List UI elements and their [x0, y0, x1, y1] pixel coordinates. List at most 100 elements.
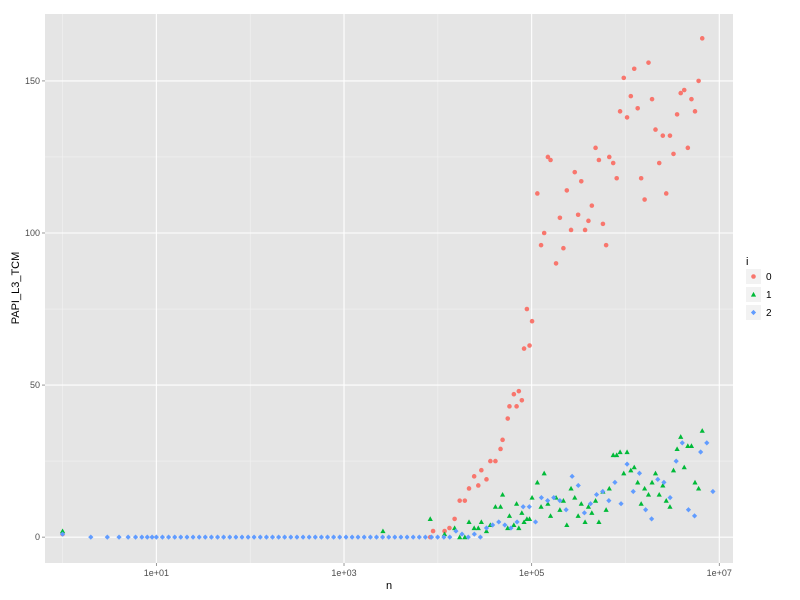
data-point: [636, 470, 643, 476]
data-point: [534, 479, 540, 485]
data-point: [499, 491, 506, 497]
legend-label: 2: [766, 308, 772, 319]
data-point: [612, 479, 618, 485]
data-point: [59, 531, 66, 537]
data-point: [184, 534, 190, 540]
data-point: [630, 488, 636, 495]
data-point: [282, 534, 288, 540]
data-point: [617, 109, 623, 114]
data-point: [656, 160, 662, 166]
data-point: [367, 534, 373, 540]
data-point: [312, 534, 318, 540]
data-point: [674, 446, 680, 452]
data-point: [585, 504, 592, 509]
data-point: [638, 175, 644, 181]
data-point: [483, 525, 490, 531]
data-point: [524, 306, 530, 312]
data-point: [507, 404, 512, 409]
data-point: [578, 178, 584, 184]
data-point: [149, 534, 155, 540]
data-point: [506, 513, 513, 518]
x-tick-label: 1e+05: [519, 568, 544, 578]
data-point: [532, 519, 539, 525]
legend-items: 0 1 2: [746, 269, 772, 320]
data-point: [673, 458, 679, 464]
data-points: [59, 36, 716, 540]
data-point: [678, 434, 684, 439]
data-point: [564, 522, 570, 528]
data-point: [596, 157, 602, 163]
data-point: [457, 534, 463, 540]
data-point: [689, 96, 694, 102]
data-point: [581, 510, 588, 516]
data-point: [361, 534, 367, 540]
data-point: [513, 501, 520, 506]
data-point: [692, 109, 698, 114]
data-point: [603, 242, 609, 248]
data-point: [564, 188, 570, 193]
legend: i 0 1 2: [746, 256, 772, 320]
data-point: [600, 488, 606, 495]
data-point: [610, 160, 616, 166]
data-point: [349, 534, 355, 540]
x-tick-label: 1e+01: [144, 568, 169, 578]
data-point: [649, 479, 655, 485]
data-point: [392, 534, 398, 540]
data-point: [514, 519, 520, 525]
data-point: [492, 504, 499, 509]
data-point: [427, 516, 433, 521]
data-point: [306, 534, 312, 540]
data-point: [251, 534, 257, 540]
data-point: [671, 151, 676, 157]
data-point: [551, 495, 557, 501]
data-point: [416, 534, 422, 540]
data-point: [688, 443, 695, 448]
data-point: [572, 169, 578, 175]
data-point: [153, 534, 159, 540]
data-point: [660, 133, 666, 138]
data-point: [667, 504, 673, 509]
data-point: [59, 528, 66, 534]
data-point: [288, 534, 294, 540]
data-point: [596, 519, 602, 525]
data-point: [318, 534, 324, 540]
data-point: [233, 534, 239, 540]
legend-title: i: [746, 256, 748, 268]
data-point: [628, 467, 634, 473]
data-point: [568, 227, 574, 233]
data-point: [380, 534, 386, 540]
data-point: [337, 534, 343, 540]
data-point: [560, 498, 567, 503]
data-point: [497, 504, 504, 509]
data-point: [667, 133, 673, 138]
data-point: [553, 261, 559, 266]
data-point: [453, 528, 459, 534]
data-point: [704, 440, 710, 446]
data-point: [505, 416, 511, 421]
data-point: [380, 528, 386, 534]
data-point: [447, 534, 453, 540]
data-point: [541, 470, 547, 476]
data-point: [527, 343, 532, 348]
legend-label: 0: [766, 272, 772, 283]
data-point: [685, 443, 691, 448]
x-tick-label: 1e+03: [331, 568, 356, 578]
data-point: [589, 203, 595, 208]
data-point: [484, 477, 489, 482]
data-point: [471, 531, 477, 537]
data-point: [610, 452, 616, 458]
data-point: [476, 483, 481, 488]
data-point: [257, 534, 263, 540]
data-point: [631, 66, 637, 72]
data-point: [459, 531, 465, 537]
data-point: [442, 528, 447, 534]
data-point: [144, 534, 150, 540]
data-point: [660, 482, 666, 488]
data-point: [592, 498, 599, 503]
data-point: [624, 449, 630, 455]
data-point: [521, 519, 527, 525]
minor-gridlines: [45, 14, 733, 563]
data-point: [466, 486, 472, 491]
data-point: [139, 534, 145, 540]
series-2: [59, 440, 716, 540]
